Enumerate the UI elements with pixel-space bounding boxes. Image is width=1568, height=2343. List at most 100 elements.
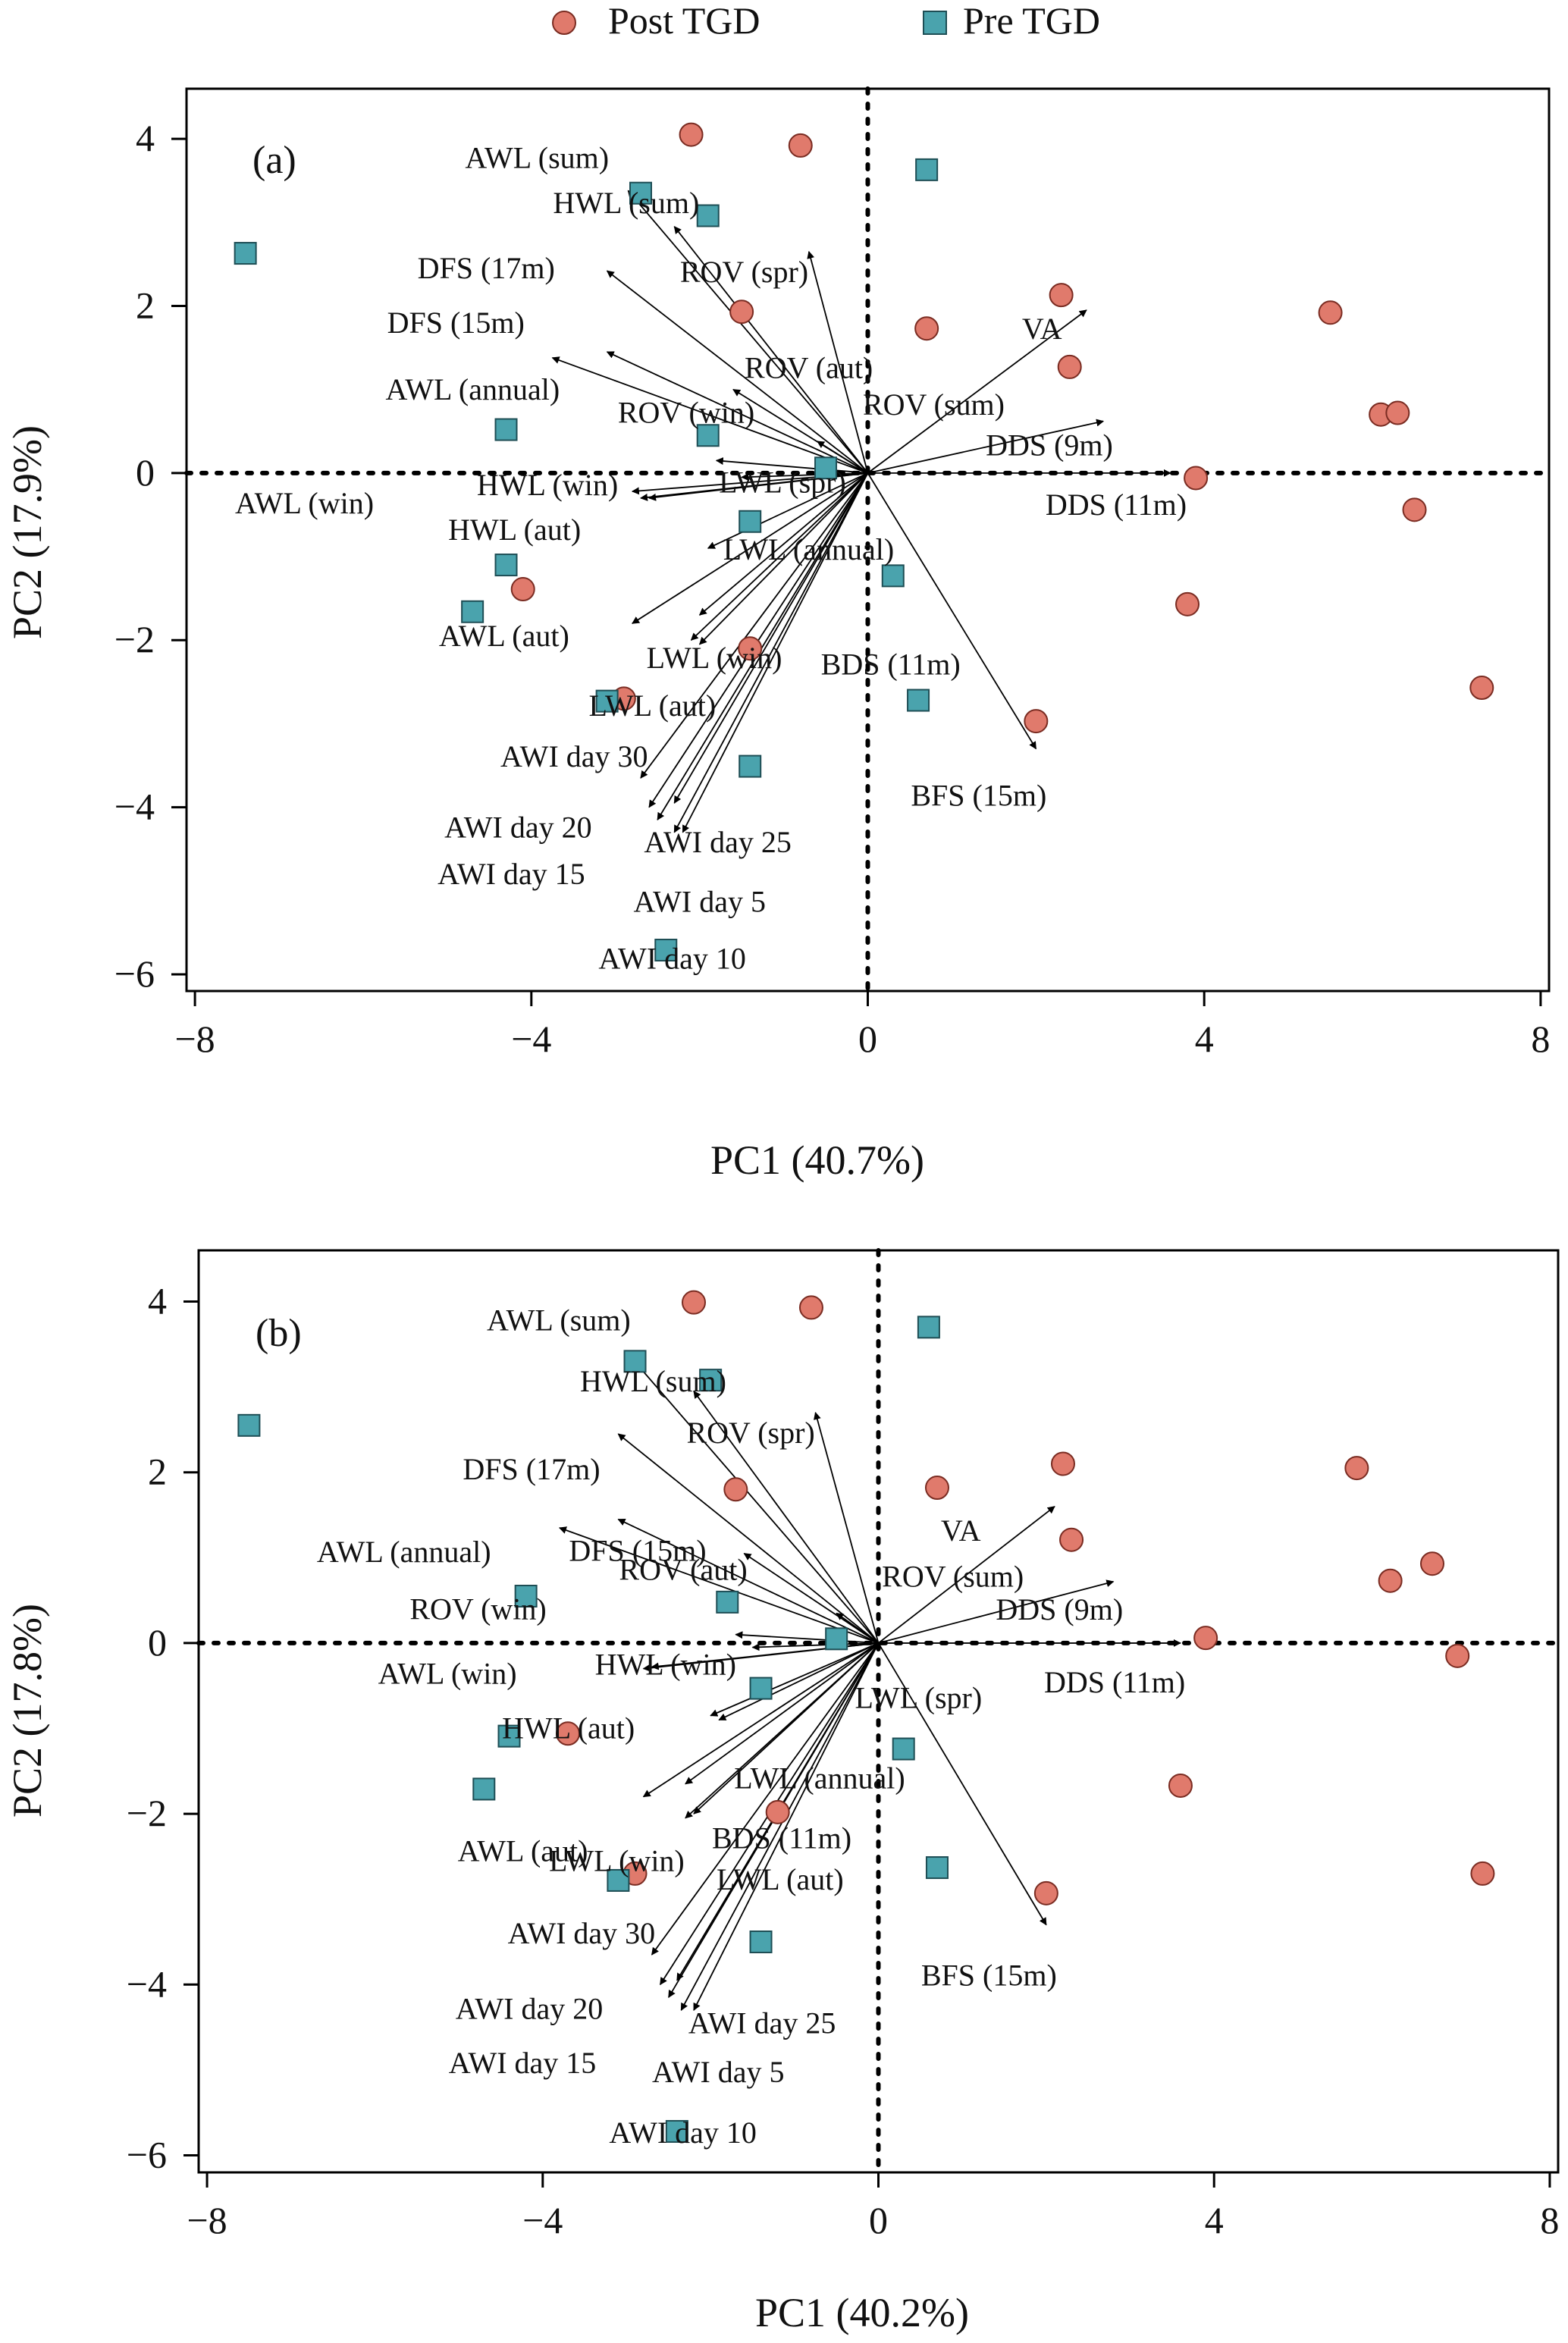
panel-a-x-title: PC1 (40.7%): [710, 1137, 924, 1183]
loading-arrow: [867, 419, 1105, 474]
loading-arrow: [751, 1642, 879, 1651]
panel-b: AWL (sum) HWL (sum) DFS (17m) ROV (spr) DFS …: [5, 1248, 1560, 2335]
loading-arrow: [657, 472, 869, 820]
loading-arrow: [558, 1526, 879, 1644]
loading-label: DFS (17m): [463, 1452, 600, 1486]
panel-a-y-axis: −6 −4 −2 0 2 4: [114, 117, 187, 995]
loading-arrow: [743, 1552, 879, 1644]
y-tick-label: 0: [136, 451, 155, 494]
post-tgd-point: [729, 300, 754, 325]
pre-tgd-point: [607, 1868, 630, 1892]
loading-label: ROV (spr): [680, 255, 808, 289]
loading-label: DFS (15m): [569, 1534, 706, 1568]
loading-label: AWI day 30: [508, 1916, 656, 1950]
post-tgd-point: [765, 1799, 790, 1824]
loading-arrow: [685, 1642, 880, 1785]
loading-arrow: [735, 1631, 879, 1644]
loading-label: ROV (sum): [882, 1560, 1024, 1594]
legend-post-label: Post TGD: [608, 0, 760, 42]
loading-arrow: [836, 1612, 880, 1644]
loading-arrow: [710, 1642, 879, 1717]
y-tick-label: 2: [136, 284, 155, 326]
x-tick-label: 0: [869, 2199, 888, 2241]
post-tgd-point: [510, 577, 535, 602]
legend-pre-marker: [923, 11, 947, 35]
post-tgd-point: [1378, 1568, 1403, 1593]
loading-arrow: [741, 472, 868, 481]
loading-arrow: [693, 1642, 880, 2011]
loading-label: LWL (aut): [589, 688, 717, 723]
loading-arrow: [690, 472, 869, 641]
loading-arrow: [877, 1506, 1055, 1644]
post-tgd-point: [798, 1295, 823, 1320]
loading-arrow: [630, 1356, 880, 1644]
post-tgd-point: [1059, 1527, 1084, 1552]
x-tick-label: −8: [187, 2199, 227, 2241]
panel-b-scores: [237, 1290, 1495, 2143]
pre-tgd-point: [915, 158, 939, 181]
post-tgd-point: [914, 316, 939, 341]
x-tick-label: −4: [522, 2199, 563, 2241]
panel-b-x-title: PC1 (40.2%): [755, 2290, 969, 2335]
loading-label: AWI day 20: [444, 811, 592, 845]
legend: Post TGD Pre TGD: [552, 0, 1100, 42]
x-tick-label: 4: [1195, 1018, 1214, 1060]
loading-label: LWL (annual): [723, 532, 894, 566]
loading-arrow: [632, 472, 868, 624]
loading-label: AWI day 30: [500, 739, 648, 773]
panel-a-y-title: PC2 (17.9%): [5, 425, 50, 639]
pre-tgd-point: [699, 1369, 723, 1392]
post-tgd-point: [1402, 497, 1427, 522]
pre-tgd-point: [472, 1777, 496, 1801]
panel-a-label: (a): [252, 139, 296, 182]
loading-arrow: [877, 1642, 1047, 1926]
loading-label: LWL (aut): [717, 1862, 844, 1896]
pre-tgd-point: [497, 1724, 521, 1748]
loading-label: LWL (spr): [719, 465, 846, 499]
loading-arrow: [682, 472, 869, 833]
x-tick-label: −4: [511, 1018, 551, 1060]
post-tgd-point: [1419, 1551, 1444, 1576]
post-tgd-point: [1344, 1456, 1369, 1481]
pre-tgd-point: [623, 1350, 647, 1373]
legend-pre-label: Pre TGD: [963, 0, 1100, 42]
post-tgd-point: [1057, 354, 1082, 379]
loading-arrow: [693, 1642, 880, 1814]
loading-label: AWL (annual): [317, 1535, 491, 1569]
loading-label: VA: [941, 1513, 981, 1548]
panel-b-loading-arrows: [558, 1356, 1181, 2011]
pre-tgd-point: [825, 1627, 848, 1651]
loading-arrow: [617, 1518, 879, 1644]
loading-label: AWI day 25: [688, 2006, 836, 2040]
loading-label: DDS (11m): [1046, 488, 1187, 522]
y-tick-label: 2: [148, 1451, 167, 1493]
pre-tgd-point: [907, 688, 930, 712]
loading-arrow: [627, 190, 869, 474]
post-tgd-point: [788, 133, 813, 158]
post-tgd-point: [1168, 1773, 1193, 1798]
loading-label: DFS (15m): [387, 306, 525, 340]
panel-a-loading-arrows: [551, 190, 1171, 833]
loading-label: ROV (sum): [863, 387, 1005, 422]
panel-b-y-axis: −6 −4 −2 0 2 4: [127, 1280, 199, 2175]
post-tgd-point: [1445, 1643, 1470, 1668]
post-tgd-point: [1050, 1451, 1075, 1476]
loading-label: ROV (aut): [619, 1553, 747, 1587]
pre-tgd-point: [461, 600, 485, 623]
loading-arrow: [680, 1642, 880, 2011]
loading-arrow: [606, 351, 868, 474]
panel-a-scores: [234, 122, 1494, 962]
loading-label: ROV (win): [618, 395, 754, 429]
loading-arrow: [867, 309, 1087, 474]
loading-label: AWL (aut): [458, 1834, 588, 1868]
loading-label: BFS (15m): [911, 778, 1046, 812]
x-tick-label: 0: [858, 1018, 877, 1060]
loading-label: LWL (win): [549, 1844, 685, 1878]
pre-tgd-point: [234, 242, 257, 265]
loading-label: DDS (11m): [1044, 1665, 1185, 1699]
post-tgd-point: [555, 1721, 580, 1746]
loading-label: HWL (win): [595, 1647, 736, 1681]
post-tgd-point: [679, 122, 704, 147]
post-tgd-point: [924, 1476, 949, 1501]
